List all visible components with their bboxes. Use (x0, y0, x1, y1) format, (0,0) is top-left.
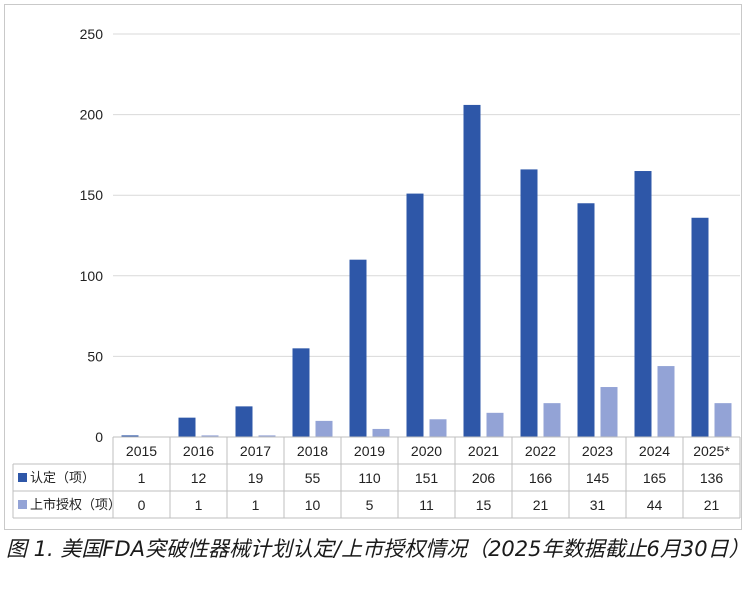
bar-designation (349, 259, 367, 437)
bar-designation (292, 348, 310, 437)
table-cell: 44 (647, 497, 663, 513)
table-cell: 21 (533, 497, 549, 513)
bar-authorization (600, 387, 618, 437)
table-cell: 11 (419, 497, 434, 513)
table-cell: 136 (700, 470, 724, 486)
bar-authorization (714, 403, 732, 437)
bars (121, 104, 732, 437)
legend-label: 上市授权（项） (30, 497, 121, 513)
table-cell: 55 (305, 470, 321, 486)
table-cell: 151 (415, 470, 439, 486)
x-tick-label: 2024 (639, 443, 670, 459)
table-cell: 1 (252, 497, 260, 513)
table-cell: 12 (191, 470, 207, 486)
bar-authorization (657, 366, 675, 437)
x-tick-label: 2015 (126, 443, 157, 459)
x-tick-label: 2020 (411, 443, 442, 459)
legend-label: 认定（项） (30, 471, 95, 486)
table-cell: 1 (195, 497, 203, 513)
x-tick-label: 2021 (468, 443, 499, 459)
x-tick-label: 2022 (525, 443, 556, 459)
bar-authorization (429, 419, 447, 437)
y-tick-label: 250 (80, 26, 104, 42)
x-tick-label: 2025* (693, 443, 730, 459)
bar-designation (178, 417, 196, 437)
y-tick-label: 50 (87, 348, 103, 364)
y-tick-label: 0 (95, 429, 103, 445)
y-axis-tick-labels: 0 50 100 150 200 250 (80, 26, 104, 445)
x-tick-label: 2023 (582, 443, 613, 459)
y-tick-label: 200 (80, 107, 104, 123)
bar-designation (691, 217, 709, 437)
table-cell: 21 (704, 497, 720, 513)
table-cell: 31 (590, 497, 606, 513)
table-cell: 10 (305, 497, 321, 513)
bar-designation (520, 169, 538, 437)
y-tick-label: 100 (80, 268, 104, 284)
x-tick-label: 2019 (354, 443, 385, 459)
figure-caption: 图 1. 美国FDA突破性器械计划认定/上市授权情况（2025年数据截止6月30… (6, 537, 747, 561)
table-cell: 5 (366, 497, 374, 513)
bar-designation (634, 171, 652, 437)
bar-authorization (372, 428, 390, 437)
bar-designation (463, 104, 481, 437)
chart-figure: 0 50 100 150 200 250 2015 2016 2017 2018 2019 2020… (4, 4, 742, 530)
table-cell: 110 (358, 470, 381, 486)
data-table: 2015 2016 2017 2018 2019 2020 2021 2022 2023 2024… (12, 436, 741, 519)
bar-designation (406, 193, 424, 437)
bar-authorization (543, 403, 561, 437)
legend-key (18, 473, 27, 482)
x-tick-label: 2017 (240, 443, 271, 459)
table-cell: 1 (138, 470, 146, 486)
bar-designation (235, 406, 253, 437)
table-cell: 15 (476, 497, 492, 513)
table-cell: 165 (643, 470, 667, 486)
table-cell: 19 (248, 470, 264, 486)
x-tick-label: 2018 (297, 443, 328, 459)
table-cell: 145 (586, 470, 610, 486)
bar-authorization (258, 435, 276, 437)
bar-designation (121, 435, 139, 437)
x-tick-label: 2016 (183, 443, 214, 459)
bar-authorization (315, 420, 333, 437)
table-cell: 166 (529, 470, 553, 486)
bar-designation (577, 203, 595, 437)
table-cell: 0 (138, 497, 146, 513)
y-tick-label: 150 (80, 187, 104, 203)
bar-authorization (486, 412, 504, 437)
bar-authorization (201, 435, 219, 437)
table-cell: 206 (472, 470, 496, 486)
legend-key (18, 500, 27, 509)
